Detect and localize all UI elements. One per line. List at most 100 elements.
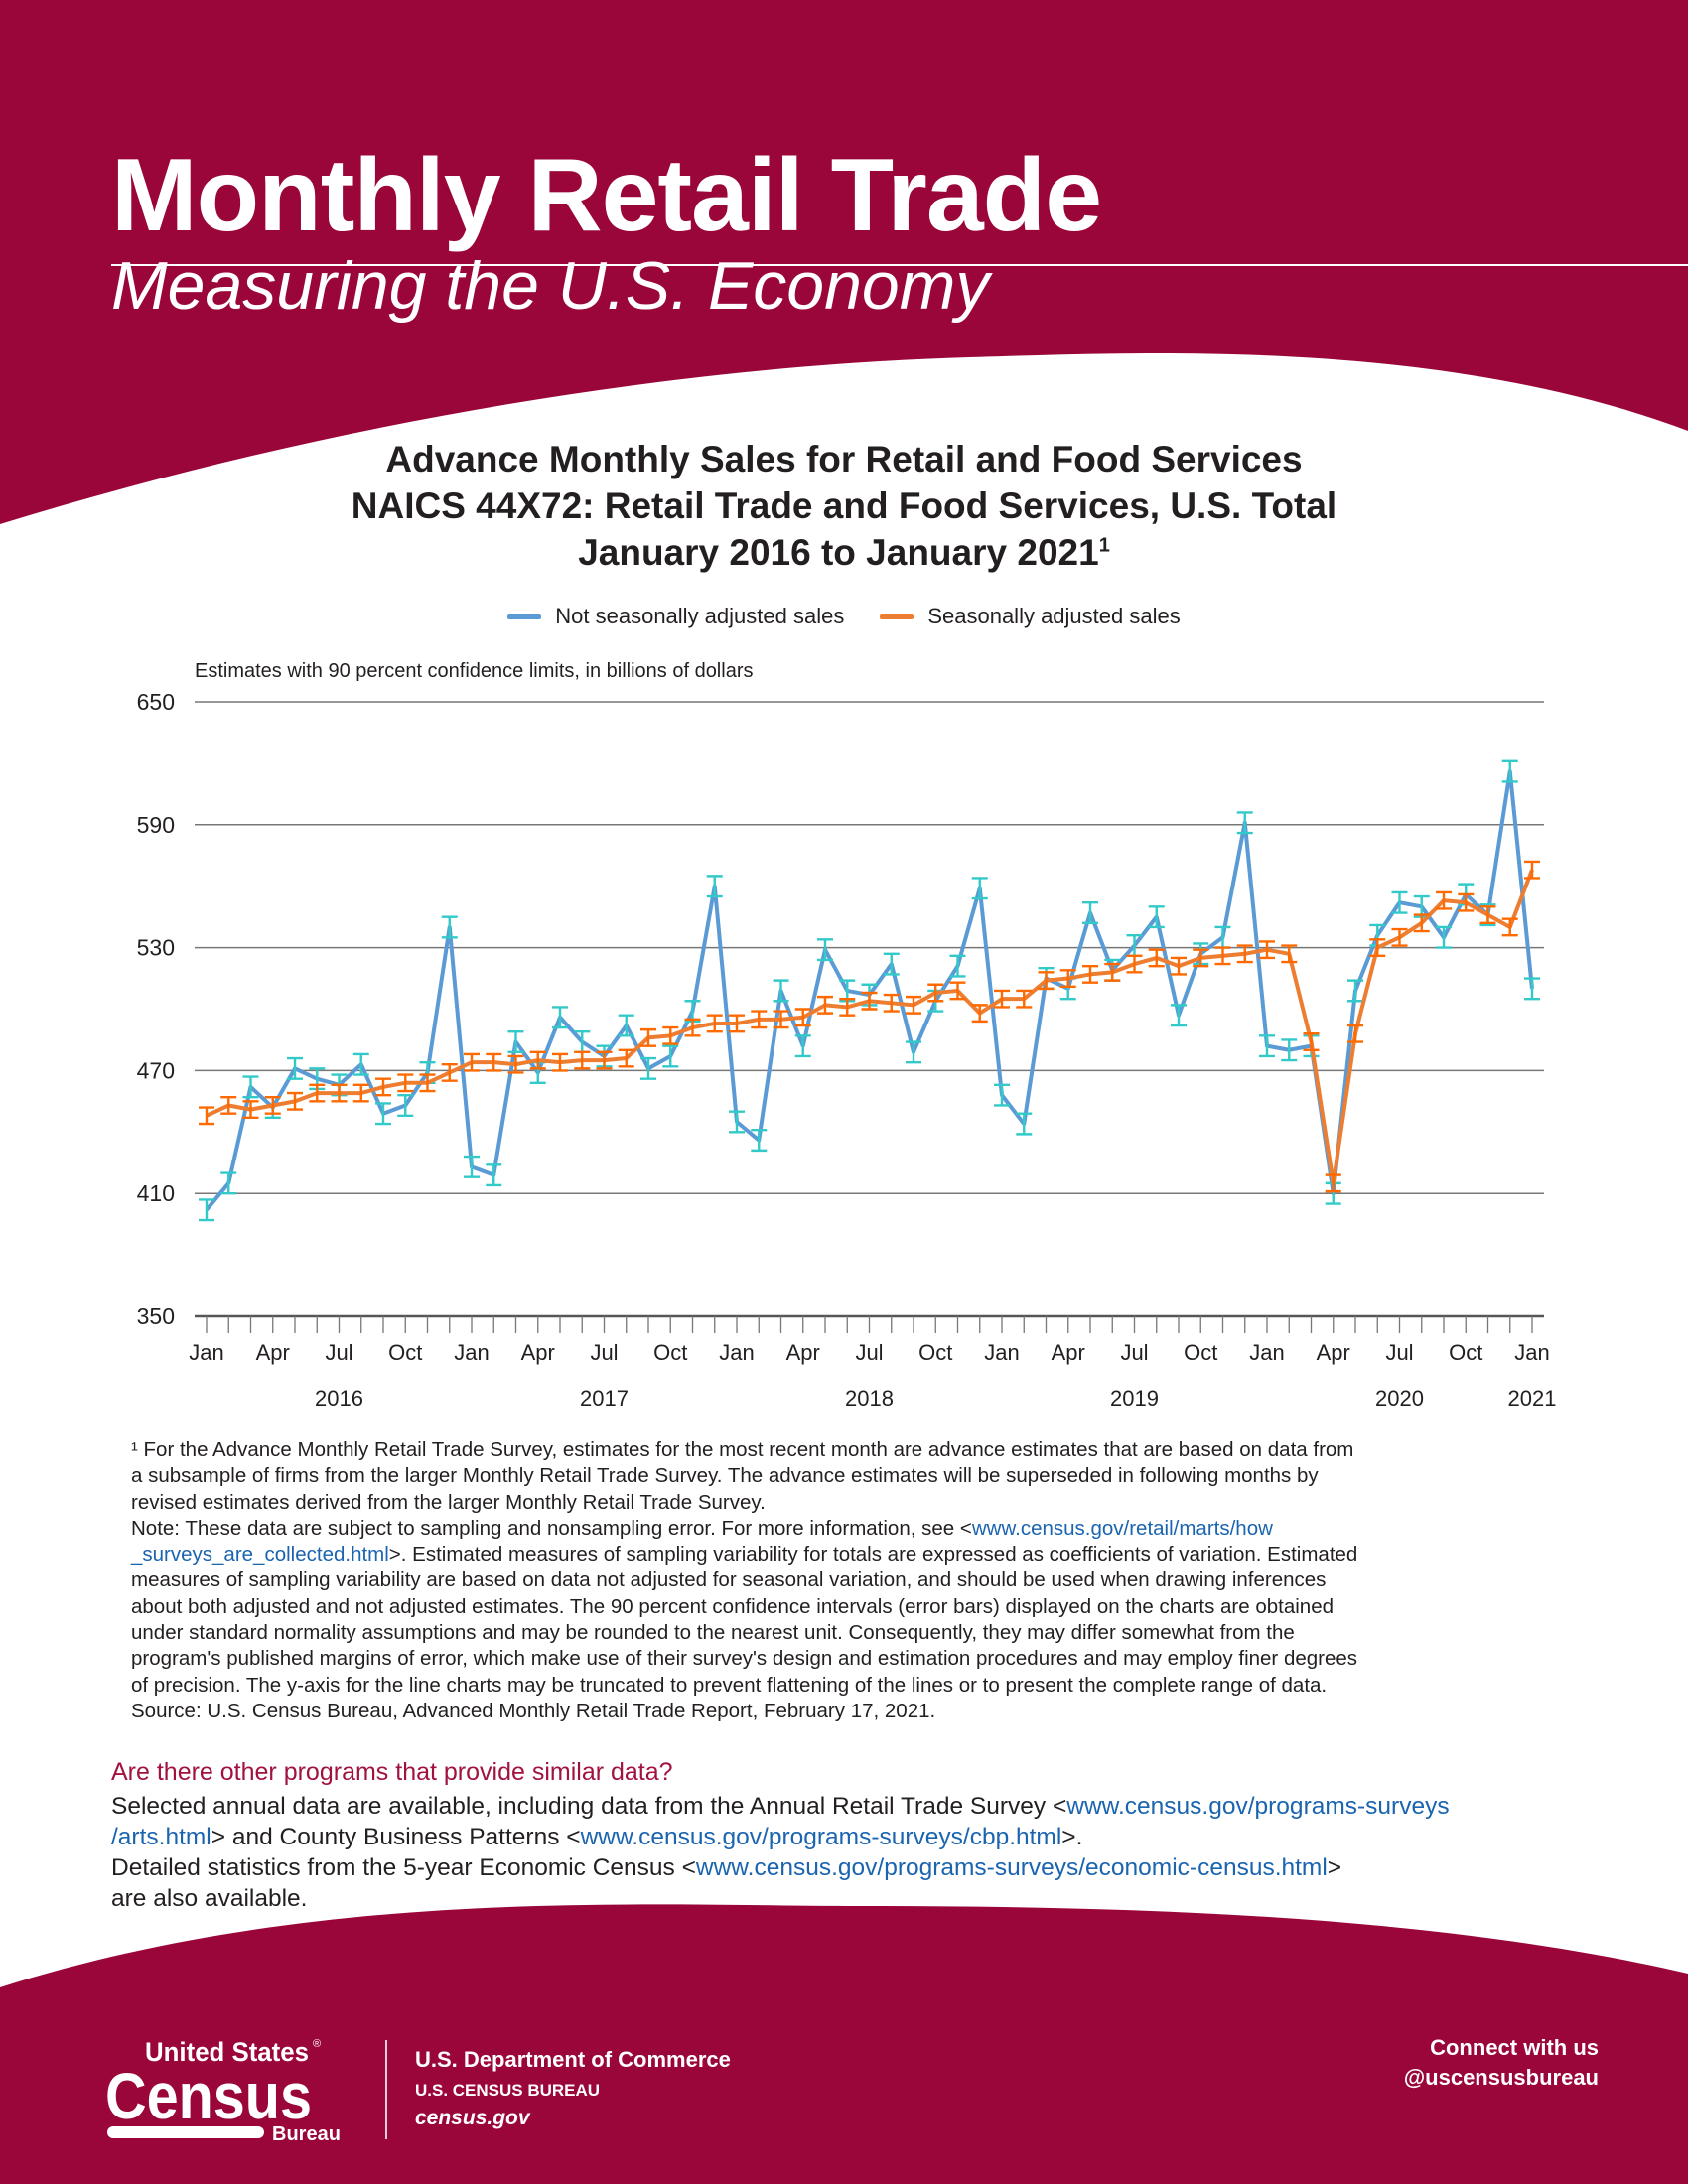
chart-title-line-1: Advance Monthly Sales for Retail and Foo… (385, 439, 1303, 479)
x-tick-label: Jan (1249, 1340, 1284, 1365)
footnote-line: revised estimates derived from the large… (131, 1490, 1541, 1516)
error-bar-sa (529, 1050, 546, 1070)
x-tick-label: Apr (1317, 1340, 1350, 1365)
error-bar-nsa (199, 1198, 214, 1222)
url-link[interactable]: /arts.html (111, 1824, 211, 1850)
chart-title-text: January 2016 to January 2021 (578, 532, 1099, 573)
footnote-line: a subsample of firms from the larger Mon… (131, 1463, 1541, 1489)
y-tick-label: 410 (137, 1180, 175, 1206)
error-bar-sa (1059, 969, 1076, 989)
error-bar-sa (199, 1106, 214, 1126)
error-bar-sa (352, 1083, 369, 1103)
footnote-line: Note: These data are subject to sampling… (131, 1516, 1541, 1542)
url-link[interactable]: www.census.gov/programs-surveys/economic… (695, 1854, 1328, 1881)
url-link[interactable]: _surveys_are_collected.html (131, 1543, 389, 1567)
error-bar-sa (596, 1050, 613, 1070)
error-bar-sa (751, 1010, 768, 1029)
error-bar-nsa (817, 938, 833, 962)
error-bar-sa (618, 1048, 634, 1068)
social-handle[interactable]: @uscensusbureau (1403, 2065, 1599, 2090)
x-tick-label: Oct (918, 1340, 952, 1365)
error-bar-sa (1369, 938, 1386, 958)
error-bar-sa (949, 981, 966, 1001)
error-bar-sa (729, 1014, 745, 1033)
error-bar-nsa (287, 1056, 303, 1080)
text-segment: >. (1061, 1824, 1083, 1850)
bureau-name: U.S. CENSUS BUREAU (415, 2081, 601, 2100)
website-link[interactable]: census.gov (415, 2107, 530, 2129)
error-bar-nsa (1347, 979, 1363, 1003)
error-bar-nsa (773, 979, 789, 1003)
chart-title-line-2: NAICS 44X72: Retail Trade and Food Servi… (351, 485, 1337, 526)
legend-label-nsa: Not seasonally adjusted sales (555, 604, 845, 628)
y-tick-label: 590 (137, 812, 175, 838)
footnote-line: ¹ For the Advance Monthly Retail Trade S… (131, 1437, 1541, 1463)
error-bar-sa (1458, 892, 1475, 912)
error-bar-sa (1016, 989, 1033, 1009)
x-tick-label: Oct (653, 1340, 687, 1365)
error-bar-nsa (706, 875, 723, 898)
series-line-sa (206, 869, 1534, 1185)
y-tick-label: 650 (137, 689, 175, 715)
year-label: 2020 (1375, 1386, 1424, 1411)
text-segment: Note: These data are subject to sampling… (131, 1516, 972, 1540)
error-bar-sa (839, 997, 856, 1017)
error-bar-sa (640, 1027, 656, 1047)
error-bar-sa (971, 1004, 988, 1024)
error-bar-sa (1104, 962, 1121, 982)
logo-bureau: Bureau (272, 2123, 341, 2142)
text-segment: of precision. The y-axis for the line ch… (131, 1673, 1328, 1697)
x-tick-label: Jan (189, 1340, 223, 1365)
error-bar-nsa (971, 877, 988, 900)
x-tick-label: Jan (984, 1340, 1019, 1365)
error-bar-sa (309, 1083, 326, 1103)
x-tick-label: Oct (1449, 1340, 1482, 1365)
error-bar-nsa (375, 1102, 391, 1126)
error-bar-sa (397, 1073, 414, 1093)
year-label: 2018 (845, 1386, 894, 1411)
x-tick-label: Jul (855, 1340, 883, 1365)
text-segment: revised estimates derived from the large… (131, 1490, 766, 1514)
error-bar-nsa (640, 1056, 656, 1080)
error-bar-nsa (618, 1014, 634, 1037)
url-link[interactable]: www.census.gov/programs-surveys (1066, 1793, 1450, 1820)
text-segment: Source: U.S. Census Bureau, Advanced Mon… (131, 1699, 936, 1722)
error-bar-nsa (994, 1083, 1010, 1107)
text-segment: under standard normality assumptions and… (131, 1621, 1295, 1645)
logo-registered-mark: ® (313, 2038, 321, 2050)
footnote-line: about both adjusted and not adjusted est… (131, 1594, 1541, 1620)
url-link[interactable]: www.census.gov/retail/marts/how (971, 1516, 1273, 1540)
error-bar-nsa (883, 952, 900, 976)
x-tick-label: Jul (325, 1340, 352, 1365)
error-bar-sa (1259, 940, 1275, 960)
error-bar-nsa (662, 1044, 679, 1068)
error-bar-sa (464, 1052, 480, 1072)
error-bar-nsa (751, 1129, 768, 1153)
error-bar-sa (242, 1100, 259, 1120)
footnote-line: of precision. The y-axis for the line ch… (131, 1673, 1541, 1699)
error-bar-nsa (1501, 759, 1518, 783)
x-tick-label: Apr (786, 1340, 820, 1365)
chart-legend: Not seasonally adjusted sales Seasonally… (0, 604, 1688, 629)
error-bar-sa (994, 989, 1010, 1009)
error-bar-sa (1325, 1173, 1341, 1193)
year-label: 2016 (315, 1386, 363, 1411)
error-bar-sa (507, 1054, 524, 1074)
error-bar-nsa (1016, 1112, 1033, 1136)
url-link[interactable]: www.census.gov/programs-surveys/cbp.html (580, 1824, 1062, 1850)
footnote: ¹ For the Advance Monthly Retail Trade S… (131, 1437, 1541, 1724)
year-label: 2017 (580, 1386, 629, 1411)
text-segment: ¹ For the Advance Monthly Retail Trade S… (131, 1438, 1354, 1461)
logo-united-states: United States (145, 2037, 309, 2067)
footnote-mark: 1 (1098, 534, 1110, 557)
year-label: 2021 (1508, 1386, 1557, 1411)
footnote-line: under standard normality assumptions and… (131, 1620, 1541, 1646)
error-bar-nsa (552, 1006, 568, 1029)
error-bar-sa (817, 995, 833, 1015)
error-bar-sa (331, 1083, 348, 1103)
line-chart: 650 590 530 470 410 350 Jan Apr Jul Oct Jan Apr Jul O… (137, 689, 1557, 1411)
census-bureau-logo: United States ® Census Bureau (105, 2037, 341, 2142)
x-tick-label: Jul (590, 1340, 618, 1365)
footnote-line: measures of sampling variability are bas… (131, 1568, 1541, 1593)
